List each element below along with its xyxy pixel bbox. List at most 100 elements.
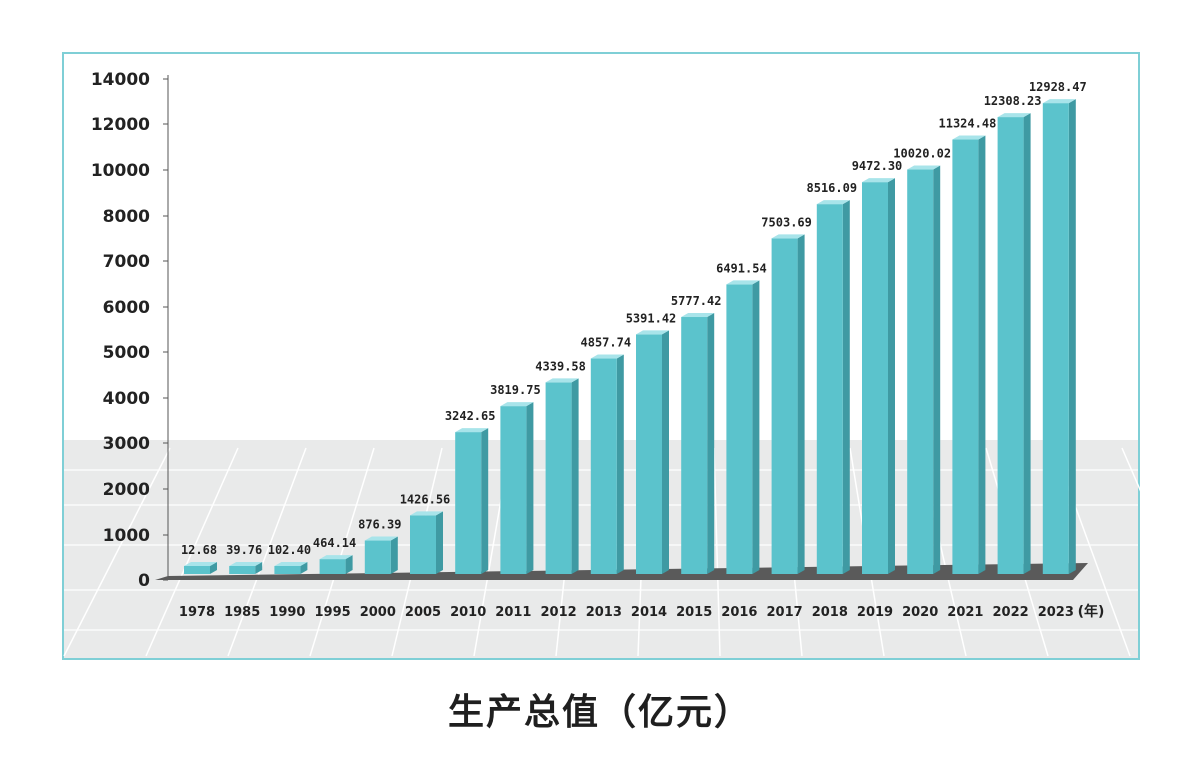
bar-top-2016 bbox=[726, 280, 760, 285]
x-tick-label: 2019 bbox=[857, 605, 893, 620]
bar-top-2014 bbox=[636, 330, 669, 335]
bar-side-2000 bbox=[390, 536, 398, 574]
floor-grid-line-1 bbox=[145, 447, 239, 657]
y-tick-label: 14000 bbox=[91, 70, 150, 90]
y-tick-label: 4000 bbox=[103, 389, 150, 409]
x-unit-label: (年) bbox=[1078, 603, 1105, 620]
value-label: 11324.48 bbox=[939, 117, 997, 131]
bar-2000 bbox=[364, 540, 391, 574]
bar-2017 bbox=[771, 238, 798, 574]
y-tick-label: 1000 bbox=[103, 526, 150, 546]
bar-2021 bbox=[952, 139, 979, 574]
bar-side-2005 bbox=[436, 511, 443, 574]
value-label: 1426.56 bbox=[400, 492, 451, 506]
bar-side-2012 bbox=[571, 378, 579, 574]
floor-grid-line-2 bbox=[227, 447, 307, 657]
bar-top-2023 bbox=[1042, 99, 1076, 104]
value-label: 5391.42 bbox=[626, 311, 677, 325]
bar-2019 bbox=[862, 182, 888, 575]
bar-2015 bbox=[681, 317, 708, 574]
x-tick-label: 2020 bbox=[902, 605, 938, 620]
x-tick-label: 2005 bbox=[405, 605, 441, 620]
y-tick-label: 10000 bbox=[91, 161, 150, 181]
value-label: 10020.02 bbox=[893, 147, 951, 161]
bar-side-2019 bbox=[888, 178, 895, 575]
floor-grid-line-0 bbox=[63, 447, 171, 657]
chart-floor bbox=[155, 563, 1088, 580]
bar-1990 bbox=[274, 566, 301, 574]
x-tick-label: 1978 bbox=[179, 605, 215, 620]
bar-top-2021 bbox=[952, 135, 986, 140]
x-tick-label: 2010 bbox=[450, 605, 486, 620]
value-label: 5777.42 bbox=[671, 294, 722, 308]
value-label: 12308.23 bbox=[984, 94, 1042, 108]
value-label: 3819.75 bbox=[490, 383, 541, 397]
bar-2010 bbox=[455, 432, 482, 574]
x-tick-label: 2018 bbox=[812, 605, 848, 620]
x-tick-label: 1995 bbox=[315, 605, 351, 620]
value-label: 102.40 bbox=[268, 543, 311, 557]
x-tick-label: 2022 bbox=[993, 605, 1029, 620]
chart-title: 生产总值（亿元） bbox=[447, 692, 752, 733]
bar-top-1985 bbox=[229, 562, 263, 566]
bar-side-2022 bbox=[1023, 113, 1031, 575]
bar-2011 bbox=[500, 406, 527, 574]
floor-grid-line-14 bbox=[1121, 447, 1200, 631]
bar-side-2011 bbox=[526, 402, 534, 574]
value-label: 464.14 bbox=[313, 536, 356, 550]
bar-side-2021 bbox=[978, 135, 986, 574]
bar-top-1990 bbox=[274, 562, 308, 566]
x-tick-label: 2016 bbox=[721, 605, 757, 620]
bar-side-2014 bbox=[662, 330, 669, 574]
x-tick-label: 2011 bbox=[495, 605, 531, 620]
value-label: 6491.54 bbox=[716, 261, 767, 275]
bar-top-2020 bbox=[907, 165, 941, 170]
value-label: 3242.65 bbox=[445, 409, 496, 423]
x-tick-label: 2017 bbox=[767, 605, 803, 620]
x-tick-label: 2015 bbox=[676, 605, 712, 620]
y-tick-label: 0 bbox=[138, 571, 150, 591]
bar-top-1978 bbox=[184, 562, 217, 566]
bar-2023 bbox=[1042, 103, 1069, 574]
value-label: 39.76 bbox=[226, 543, 262, 557]
bar-2020 bbox=[907, 169, 934, 574]
x-tick-label: 2000 bbox=[360, 605, 396, 620]
bar-side-2016 bbox=[752, 280, 760, 574]
bar-1985 bbox=[229, 566, 256, 574]
y-tick-label: 5000 bbox=[103, 343, 150, 363]
x-tick-label: 1985 bbox=[224, 605, 260, 620]
bar-top-2011 bbox=[500, 402, 534, 407]
bar-2018 bbox=[816, 204, 843, 574]
y-tick-label: 2000 bbox=[103, 480, 150, 500]
bar-top-2012 bbox=[545, 378, 579, 383]
bar-2013 bbox=[590, 358, 617, 574]
y-tick-label: 3000 bbox=[103, 434, 150, 454]
bar-1995 bbox=[319, 559, 346, 574]
x-tick-label: 1990 bbox=[269, 605, 305, 620]
bar-top-2000 bbox=[364, 536, 398, 541]
value-label: 9472.30 bbox=[852, 159, 903, 173]
value-label: 12928.47 bbox=[1029, 80, 1087, 94]
value-label: 8516.09 bbox=[807, 181, 858, 195]
bar-top-2019 bbox=[862, 178, 895, 183]
bar-side-2010 bbox=[481, 428, 489, 574]
bar-top-2005 bbox=[410, 511, 443, 516]
bar-2014 bbox=[636, 334, 662, 574]
y-tick-label: 12000 bbox=[91, 115, 150, 135]
bar-top-2013 bbox=[590, 354, 624, 359]
y-tick-label: 7000 bbox=[103, 252, 150, 272]
bar-chart: 0 1000 2000 3000 4000 5000 6000 7000 8000 10000 12… bbox=[63, 70, 1200, 658]
x-tick-label: 2013 bbox=[586, 605, 622, 620]
bar-side-2023 bbox=[1068, 99, 1076, 574]
bar-side-2015 bbox=[707, 313, 715, 574]
bar-1978 bbox=[184, 566, 210, 574]
bar-top-2010 bbox=[455, 428, 489, 433]
bar-side-1985 bbox=[255, 562, 263, 574]
bar-2012 bbox=[545, 382, 572, 574]
bar-top-2017 bbox=[771, 234, 805, 239]
value-label: 12.68 bbox=[181, 543, 217, 557]
bar-top-2015 bbox=[681, 313, 715, 318]
bar-2022 bbox=[997, 117, 1024, 575]
floor-grid-line-3 bbox=[309, 447, 375, 657]
